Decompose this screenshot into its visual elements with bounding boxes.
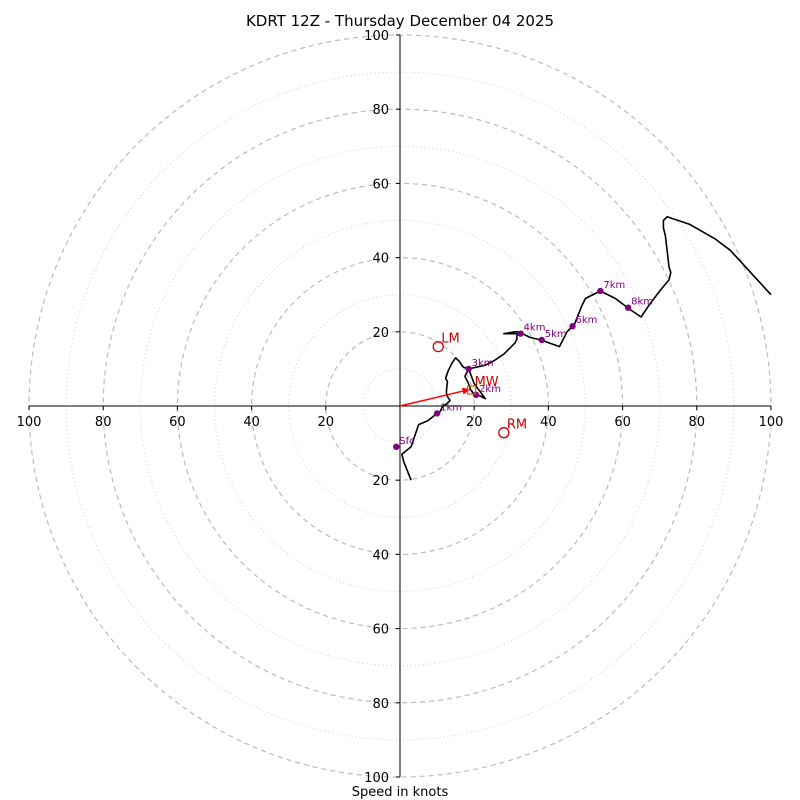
storm-motion-label: LM (441, 332, 459, 347)
height-marker-label: 6km (576, 315, 598, 326)
hodograph-line (401, 216, 772, 481)
storm-motion-marker (432, 340, 444, 353)
x-axis-label: Speed in knots (352, 785, 449, 800)
y-tick-label: 20 (372, 474, 389, 489)
storm-motion-label: RM (507, 418, 527, 433)
y-tick-label: 60 (372, 177, 389, 192)
y-tick-label: 100 (364, 29, 389, 44)
storm-motion-markers: LM RM MW (432, 332, 527, 439)
height-marker-dot (433, 410, 441, 417)
x-tick-label: 100 (759, 415, 784, 430)
shear-arrow-line (399, 388, 471, 407)
height-marker-label: 5km (545, 329, 567, 340)
x-tick-label: 80 (95, 415, 112, 430)
y-tick-label: 100 (364, 771, 389, 786)
height-marker-dot (393, 443, 400, 451)
x-tick-label: 60 (614, 415, 631, 430)
tick-labels: 100 80 60 40 20 20 40 60 80 100 100 80 60 40 20 20 40 60 8… (17, 29, 784, 786)
mean-wind-marker (467, 385, 477, 395)
hodograph-trace (401, 216, 772, 481)
y-tick-label: 20 (372, 326, 389, 341)
height-marker-label: 2km (479, 384, 501, 395)
chart-title: KDRT 12Z - Thursday December 04 2025 (246, 12, 554, 30)
x-tick-label: 20 (318, 415, 335, 430)
x-tick-label: 100 (17, 415, 42, 430)
storm-motion-label: MW (475, 375, 499, 390)
height-marker-label: 4km (524, 323, 546, 334)
height-marker-label: 1km (440, 402, 462, 413)
y-tick-label: 80 (372, 103, 389, 118)
height-marker-label: 3km (472, 358, 494, 369)
height-marker-dot (465, 365, 472, 373)
height-marker-dot (569, 323, 576, 330)
shear-arrow-head (461, 387, 471, 395)
y-tick-label: 40 (372, 252, 389, 267)
x-tick-label: 40 (243, 415, 260, 430)
x-tick-label: 20 (466, 415, 483, 430)
storm-motion-marker (498, 427, 510, 439)
height-marker-label: 7km (603, 280, 625, 291)
height-marker-dot (538, 336, 545, 344)
height-marker-dot (624, 304, 632, 311)
y-tick-label: 60 (372, 623, 389, 638)
height-marker-label: 8km (631, 297, 653, 308)
height-marker-label: Sfc (399, 436, 414, 447)
y-tick-label: 80 (372, 697, 389, 712)
height-marker-dot (472, 391, 480, 399)
x-tick-label: 60 (169, 415, 186, 430)
height-marker-dot (517, 330, 524, 337)
x-tick-label: 80 (689, 415, 706, 430)
bulk-shear-vector (399, 387, 471, 407)
x-tick-label: 40 (540, 415, 557, 430)
y-tick-label: 40 (372, 548, 389, 563)
height-marker-dot (597, 287, 604, 295)
